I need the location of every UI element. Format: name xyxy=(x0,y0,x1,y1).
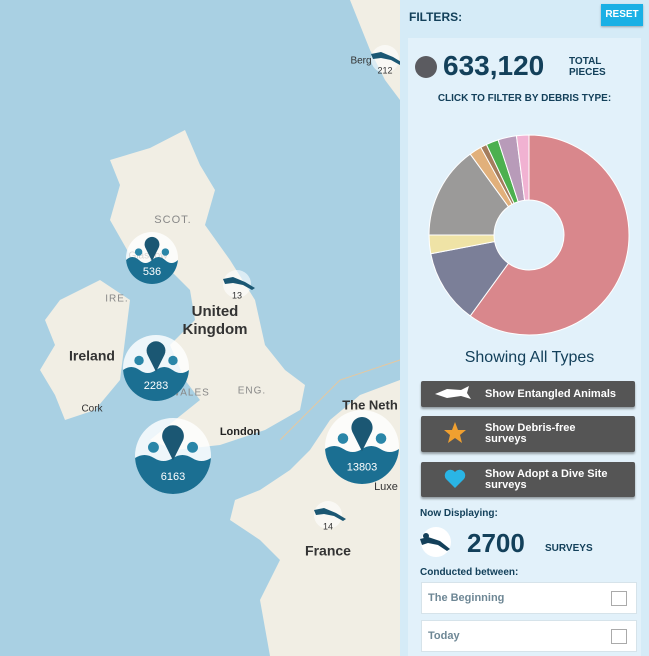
filter-prompt: CLICK TO FILTER BY DEBRIS TYPE: xyxy=(437,93,612,104)
calendar-icon xyxy=(611,629,627,644)
button-label: Show Adopt a Dive Site xyxy=(485,468,608,480)
to-date-input[interactable]: Today xyxy=(421,620,637,652)
donut-segment[interactable] xyxy=(515,134,530,201)
cluster-count: 14 xyxy=(323,521,333,531)
pin-small xyxy=(187,441,198,453)
cluster[interactable]: 536 xyxy=(126,232,178,284)
button-text: Show Entangled Animals xyxy=(485,389,616,400)
pin-small xyxy=(375,433,387,444)
map-label: ENG. xyxy=(238,386,266,397)
diver-bg xyxy=(223,270,251,298)
calendar-icon xyxy=(611,591,627,606)
conducted-label: Conducted between: xyxy=(420,567,519,578)
cluster-wave xyxy=(123,367,189,401)
from-date-input[interactable]: The Beginning xyxy=(421,582,637,614)
total-label-2: PIECES xyxy=(569,67,606,78)
cluster[interactable]: 2283 xyxy=(123,335,189,401)
great-britain xyxy=(110,130,305,450)
surveys-label: SURVEYS xyxy=(545,543,593,554)
map-label: United xyxy=(192,303,239,320)
now-displaying: Now Displaying: xyxy=(420,508,498,519)
cluster-wave xyxy=(325,446,399,484)
filter-button[interactable]: Show Debris-free surveys xyxy=(421,416,635,452)
button-text: Show Adopt a Dive Site surveys xyxy=(485,469,607,491)
total-label: TOTAL PIECES xyxy=(569,56,606,78)
pin xyxy=(144,236,160,261)
pin-small xyxy=(168,355,178,366)
cluster[interactable]: 212 xyxy=(371,45,400,75)
total-label-1: TOTAL xyxy=(569,56,602,67)
diver-bg xyxy=(371,45,399,73)
cluster-count: 212 xyxy=(377,65,392,75)
pin-small xyxy=(134,355,144,366)
map-label: WALES xyxy=(170,388,210,399)
total-dot xyxy=(415,56,437,78)
map-label: SCOT. xyxy=(154,214,191,226)
button-icon xyxy=(444,422,466,443)
showing-label: Showing All Types xyxy=(464,349,595,366)
button-text: Show Debris-free surveys xyxy=(485,423,575,445)
cluster-count: 13803 xyxy=(347,461,378,473)
reset-button[interactable]: RESET xyxy=(601,4,643,26)
button-label: surveys xyxy=(485,433,527,445)
map-label: Berg xyxy=(350,56,371,67)
donut-segment[interactable] xyxy=(428,153,510,236)
pin xyxy=(146,341,166,372)
diver xyxy=(371,52,400,65)
button-label: Show Debris-free xyxy=(485,422,576,434)
donut-segment[interactable] xyxy=(469,134,630,336)
to-date: Today xyxy=(428,630,460,642)
panel-title: FILTERS: xyxy=(409,10,463,24)
pin-small xyxy=(337,433,349,444)
button-icon xyxy=(435,386,471,399)
from-date: The Beginning xyxy=(428,592,505,604)
filter-button[interactable]: Show Entangled Animals xyxy=(421,381,635,407)
map-label: Luxe xyxy=(374,481,398,493)
cluster-wave xyxy=(126,257,178,284)
survey-count: 2700 xyxy=(467,528,525,558)
map-label: Ireland xyxy=(69,348,115,364)
button-icon xyxy=(444,469,466,488)
button-label: Show Entangled Animals xyxy=(485,388,616,400)
diver xyxy=(314,508,346,521)
diver-icon xyxy=(420,527,451,557)
donut-chart[interactable] xyxy=(419,125,639,345)
ireland xyxy=(40,280,130,420)
cluster[interactable]: 13803 xyxy=(325,410,399,484)
pin-small xyxy=(148,441,159,453)
cluster[interactable]: 6163 xyxy=(135,418,211,494)
cluster-count: 536 xyxy=(143,266,161,278)
pin-small xyxy=(161,248,170,256)
filter-button[interactable]: Show Adopt a Dive Site surveys xyxy=(421,462,635,497)
cluster[interactable]: 13 xyxy=(223,270,255,300)
map-label: The Neth xyxy=(342,397,398,412)
cluster[interactable]: 14 xyxy=(314,501,346,531)
map-label: IRE. xyxy=(105,294,128,305)
cluster-count: 6163 xyxy=(161,471,185,483)
cluster-count: 13 xyxy=(232,290,242,300)
diver xyxy=(223,277,255,290)
pin xyxy=(351,417,373,452)
diver-bg xyxy=(314,501,342,529)
pin xyxy=(162,425,184,461)
map-label: France xyxy=(305,543,351,559)
cluster-count: 2283 xyxy=(144,380,168,392)
pin-small xyxy=(134,248,143,256)
cluster-wave xyxy=(135,455,211,494)
total-count: 633,120 xyxy=(443,50,545,81)
map-label: London xyxy=(220,426,261,438)
border xyxy=(279,359,400,441)
map-label: Kingdom xyxy=(183,321,248,338)
button-label: surveys xyxy=(485,479,527,491)
map-label: Cork xyxy=(81,404,103,415)
